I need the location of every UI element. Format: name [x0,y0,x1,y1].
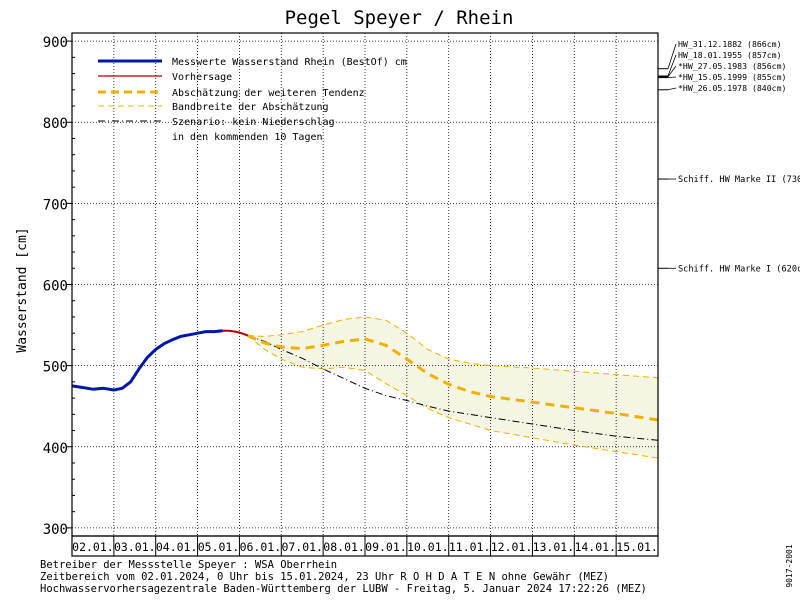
legend-label-band: Bandbreite der Abschätzung [172,102,329,113]
band-upper-edge [247,316,659,379]
reference-leader [667,65,677,78]
band-lower-edge [247,335,659,459]
reference-marks: HW_31.12.1882 (866cm)HW_18.01.1955 (857c… [658,39,800,274]
reference-label: HW_31.12.1882 (866cm) [678,39,782,49]
legend-label-tendency: Abschätzung der weiteren Tendenz [172,88,365,99]
x-tick-label: 14.01. [574,540,616,554]
series-layer [71,316,659,459]
x-tick-label: 04.01. [156,540,198,554]
y-tick-label: 800 [43,116,68,132]
y-axis-label: Wasserstand [cm] [15,227,30,352]
side-code: 9017-2001 [785,544,794,588]
footer: Betreiber der Messstelle Speyer : WSA Ob… [40,559,647,595]
band-area [247,316,659,459]
x-tick-label: 06.01. [240,540,282,554]
x-tick-label: 09.01. [365,540,407,554]
reference-label: *HW_27.05.1983 (856cm) [678,61,786,71]
y-tick-label: 300 [43,522,68,538]
series-forecast [222,329,249,337]
reference-label: Schiff. HW Marke I (620cm) [678,264,800,274]
x-tick-label: 02.01. [72,540,114,554]
legend: Messwerte Wasserstand Rhein (BestOf) cm … [98,57,407,143]
y-tick-label: 700 [43,197,68,213]
x-tick-label: 11.01. [449,540,491,554]
chart-title: Pegel Speyer / Rhein [285,7,514,29]
series-measured [71,329,223,392]
footer-publisher: Hochwasservorhersagezentrale Baden-Württ… [40,583,647,595]
series-tendency [247,334,659,422]
legend-label-scenario-2: in den kommenden 10 Tagen [172,132,323,143]
y-tick-label: 500 [43,360,68,376]
series-scenario [247,335,659,441]
reference-label: *HW_15.05.1999 (855cm) [678,72,786,82]
x-tick-label: 12.01. [491,540,533,554]
y-tick-label: 600 [43,279,68,295]
footer-operator: Betreiber der Messstelle Speyer : WSA Ob… [40,559,337,571]
reference-leader [667,76,677,79]
x-tick-label: 15.01. [616,540,658,554]
x-tick-label: 05.01. [198,540,240,554]
y-tick-label: 900 [43,35,68,51]
band-layer [247,316,659,459]
x-tick-label: 08.01. [323,540,365,554]
reference-leader [667,87,677,91]
legend-label-measured: Messwerte Wasserstand Rhein (BestOf) cm [172,57,407,68]
reference-label: HW_18.01.1955 (857cm) [678,50,782,60]
x-tick-label: 07.01. [281,540,323,554]
reference-leader [667,54,677,77]
y-tick-label: 400 [43,441,68,457]
reference-label: Schiff. HW Marke II (730cm) [678,175,800,185]
legend-label-forecast: Vorhersage [172,72,232,83]
x-tick-label: 10.01. [407,540,449,554]
footer-time-range: Zeitbereich vom 02.01.2024, 0 Uhr bis 15… [40,571,609,583]
x-tick-label: 13.01. [533,540,575,554]
legend-label-scenario: Szenario: kein Niederschlag [172,117,335,128]
reference-leader [667,43,677,69]
reference-label: *HW_26.05.1978 (840cm) [678,83,786,93]
x-tick-label: 03.01. [114,540,156,554]
